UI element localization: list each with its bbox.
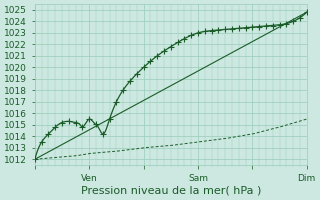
X-axis label: Pression niveau de la mer( hPa ): Pression niveau de la mer( hPa ) — [81, 186, 261, 196]
